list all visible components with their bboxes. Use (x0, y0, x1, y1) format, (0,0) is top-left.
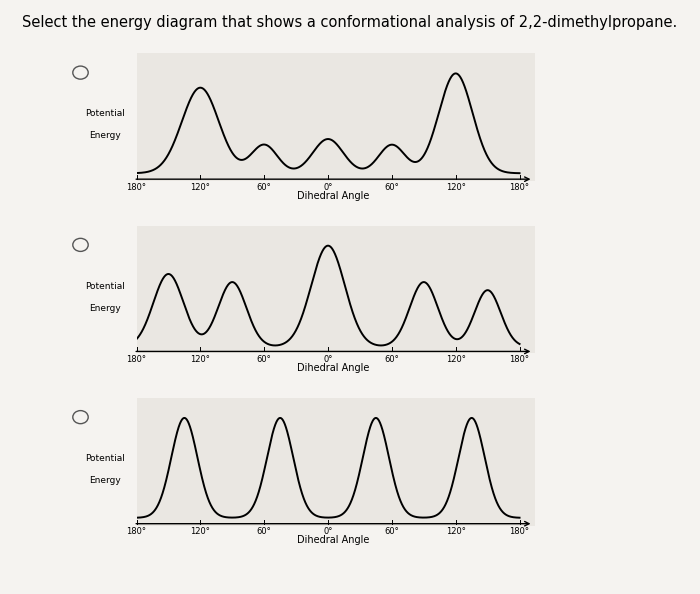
Text: Potential: Potential (85, 109, 125, 118)
Text: Select the energy diagram that shows a conformational analysis of 2,2-dimethylpr: Select the energy diagram that shows a c… (22, 15, 678, 30)
Text: Potential: Potential (85, 282, 125, 290)
Text: Energy: Energy (89, 304, 120, 312)
Text: Dihedral Angle: Dihedral Angle (298, 363, 370, 373)
Text: Dihedral Angle: Dihedral Angle (298, 191, 370, 201)
Text: Potential: Potential (85, 454, 125, 463)
Text: Dihedral Angle: Dihedral Angle (298, 535, 370, 545)
Text: Energy: Energy (89, 131, 120, 140)
Text: Energy: Energy (89, 476, 120, 485)
